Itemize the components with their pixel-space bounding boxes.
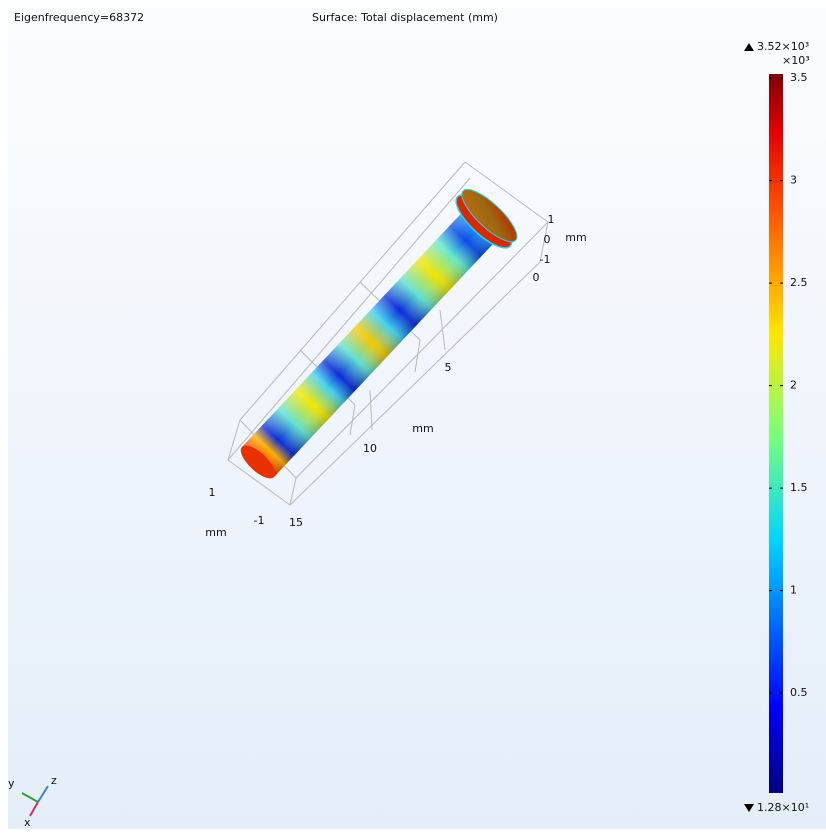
axis-tick-label: 1 (209, 486, 216, 499)
plot-title: Surface: Total displacement (mm) (312, 11, 498, 24)
axis-tick-label: 1 (548, 213, 555, 226)
axis-tick-label: 5 (445, 361, 452, 374)
chart: Eigenfrequency=68372 Surface: Total disp… (0, 0, 826, 829)
colorbar-tick-label: 3.5 (790, 71, 808, 84)
colorbar-tick-label: 2 (790, 379, 797, 392)
plot-background (8, 8, 826, 829)
colorbar-tick-label: 2.5 (790, 276, 808, 289)
colorbar (769, 74, 783, 793)
colorbar-tick-label: 3 (790, 174, 797, 187)
axis-tick-label: 0 (544, 233, 551, 246)
page: Eigenfrequency=68372 Surface: Total disp… (0, 0, 826, 829)
triad-label: y (8, 777, 15, 790)
triad-label: z (51, 774, 57, 787)
colorbar-multiplier: ×10³ (782, 54, 810, 67)
axis-tick-label: 0 (533, 271, 540, 284)
axis-tick-label: 10 (363, 442, 377, 455)
colorbar-tick-label: 1 (790, 584, 797, 597)
axis-tick-label: 15 (289, 516, 303, 529)
eigenfrequency: Eigenfrequency=68372 (14, 11, 144, 24)
axis-unit: mm (565, 231, 586, 244)
axis-unit: mm (205, 526, 226, 539)
axis-tick-label: -1 (540, 253, 551, 266)
colorbar-tick-label: 1.5 (790, 481, 808, 494)
colorbar-tick-label: 0.5 (790, 686, 808, 699)
axis-tick-label: -1 (254, 514, 265, 527)
triad-label: x (24, 816, 31, 829)
axis-unit: mm (412, 422, 433, 435)
colorbar-max: 3.52×10³ (757, 40, 809, 53)
colorbar-min: 1.28×10¹ (757, 801, 809, 814)
